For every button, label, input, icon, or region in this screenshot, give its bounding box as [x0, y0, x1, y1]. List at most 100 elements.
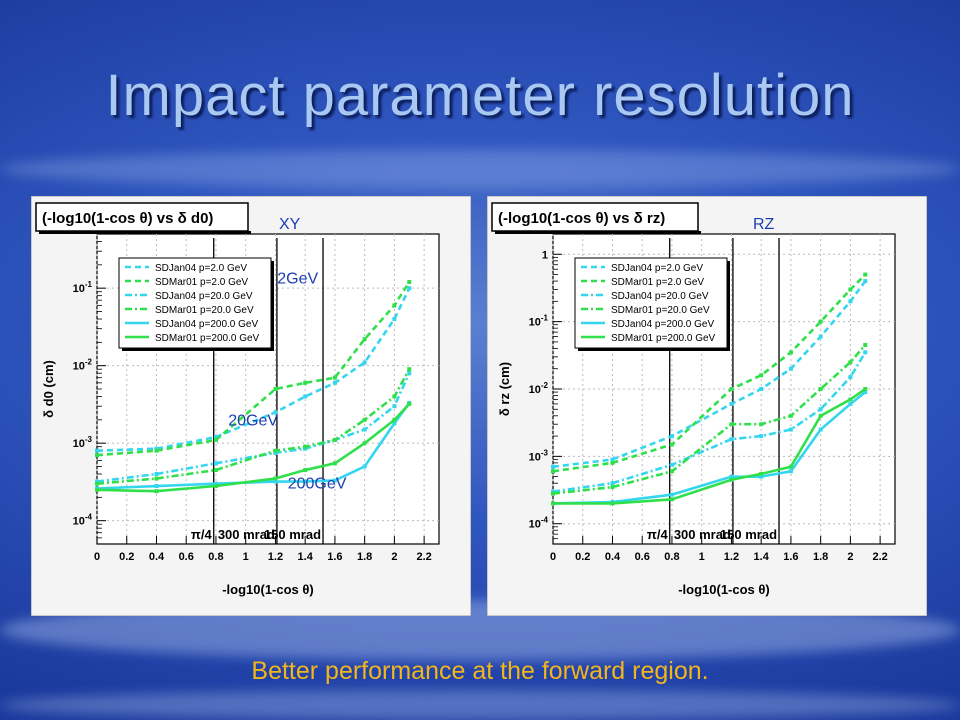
- series-point: [729, 401, 734, 406]
- x-tick-label: 0.8: [664, 551, 679, 563]
- x-tick-label: 0.8: [208, 551, 223, 563]
- y-tick-label: 10-2: [529, 381, 549, 396]
- series-point: [729, 477, 734, 482]
- series-point: [332, 437, 337, 442]
- legend-entry: SDMar01 p=20.0 GeV: [155, 305, 254, 316]
- series-point: [848, 287, 853, 292]
- legend-entry: SDMar01 p=200.0 GeV: [155, 333, 260, 344]
- title-shadow: [495, 231, 701, 234]
- background-streak: [0, 150, 960, 188]
- series-point: [863, 342, 868, 347]
- x-tick-label: 2.2: [872, 551, 887, 563]
- y-tick-label: 1: [542, 249, 548, 261]
- series-point: [863, 272, 868, 277]
- series-point: [362, 360, 367, 365]
- series-point: [332, 461, 337, 466]
- series-point: [863, 387, 868, 391]
- series-point: [392, 404, 397, 409]
- legend-frame: [574, 257, 728, 349]
- x-tick-label: 0.6: [635, 551, 650, 563]
- series-point: [848, 401, 853, 406]
- y-tick-label: 10-4: [529, 516, 549, 531]
- x-tick-label: 0: [94, 551, 100, 563]
- series-point: [551, 491, 555, 496]
- series-point: [759, 373, 764, 378]
- series-point: [551, 469, 555, 474]
- x-tick-label: 0.2: [575, 551, 590, 563]
- angle-marker-label: 150 mrad: [264, 527, 321, 542]
- series-point: [407, 402, 412, 407]
- series-point: [407, 371, 412, 376]
- legend-entry: SDJan04 p=2.0 GeV: [155, 263, 247, 274]
- series-point: [213, 437, 218, 442]
- series-point: [303, 468, 308, 473]
- series-point: [759, 471, 764, 476]
- momentum-annotation: 2GeV: [277, 270, 318, 287]
- series-point: [362, 427, 367, 432]
- series-point: [788, 413, 793, 418]
- x-axis-title: -log10(1-cos θ): [222, 582, 314, 597]
- legend-entry: SDJan04 p=200.0 GeV: [155, 319, 258, 330]
- series-point: [818, 319, 823, 324]
- series-point: [669, 462, 674, 467]
- x-tick-label: 1.6: [783, 551, 798, 563]
- x-tick-label: 0.2: [119, 551, 134, 563]
- x-tick-label: 2: [847, 551, 853, 563]
- series-point: [154, 472, 159, 477]
- y-tick-label: 10-3: [529, 448, 549, 463]
- series-point: [303, 394, 308, 399]
- series-point: [551, 489, 555, 494]
- series-point: [154, 448, 159, 453]
- legend-entry: SDMar01 p=200.0 GeV: [611, 333, 716, 344]
- series-point: [95, 487, 99, 492]
- series-point: [273, 387, 278, 391]
- series-point: [669, 492, 674, 497]
- series-point: [273, 479, 278, 484]
- x-tick-label: 0: [550, 551, 556, 563]
- series-point: [392, 394, 397, 399]
- slide-title: Impact parameter resolution: [105, 63, 855, 128]
- legend-entry: SDMar01 p=20.0 GeV: [611, 305, 710, 316]
- legend-entry: SDJan04 p=200.0 GeV: [611, 319, 714, 330]
- series-point: [788, 469, 793, 474]
- series-point: [551, 501, 555, 506]
- series-point: [154, 476, 159, 481]
- background-streak: [0, 690, 960, 720]
- angle-marker-label: 150 mrad: [720, 527, 777, 542]
- series-point: [863, 279, 868, 284]
- legend-entry: SDMar01 p=2.0 GeV: [155, 277, 248, 288]
- legend: SDJan04 p=2.0 GeV SDMar01 p=2.0 GeV SDJan0…: [118, 257, 274, 351]
- series-line-2: [552, 273, 867, 473]
- series-point: [362, 417, 367, 422]
- x-tick-label: 1.8: [813, 551, 828, 563]
- series-point: [848, 397, 853, 402]
- series-point: [407, 367, 412, 372]
- series-point: [95, 479, 99, 484]
- chart-title: (-log10(1-cos θ) vs δ rz): [498, 210, 665, 227]
- legend-entry: SDJan04 p=20.0 GeV: [155, 291, 253, 302]
- series-point: [303, 380, 308, 385]
- y-tick-label: 10-2: [73, 358, 93, 373]
- angle-marker-label: π/4: [191, 527, 213, 542]
- series-point: [848, 360, 853, 365]
- x-tick-label: 1: [243, 551, 249, 563]
- legend-entry: SDJan04 p=20.0 GeV: [611, 291, 709, 302]
- angle-marker-label: 300 mrad: [218, 527, 275, 542]
- series-point: [407, 286, 412, 291]
- series-point: [788, 350, 793, 355]
- x-tick-label: 2.2: [416, 551, 431, 563]
- series-point: [154, 489, 159, 494]
- panel-label: XY: [279, 216, 301, 233]
- series-point: [788, 464, 793, 469]
- series-point: [669, 442, 674, 447]
- series-point: [610, 481, 615, 486]
- momentum-annotation: 20GeV: [228, 412, 278, 429]
- series-point: [303, 444, 308, 449]
- series-point: [759, 434, 764, 439]
- x-axis-title: -log10(1-cos θ): [678, 582, 770, 597]
- series-point: [729, 474, 734, 479]
- chart-svg: 0 0.2 0.4 0.6 0.8 1 1.2 1.4 1.6 1.8 2 2.2 10-4 10-3 10…: [31, 196, 471, 616]
- chart-title: (-log10(1-cos θ) vs δ d0): [42, 210, 213, 227]
- xy-resolution-chart: 0 0.2 0.4 0.6 0.8 1 1.2 1.4 1.6 1.8 2 2.2 10-4 10-3 10…: [31, 196, 471, 616]
- series-point: [818, 413, 823, 418]
